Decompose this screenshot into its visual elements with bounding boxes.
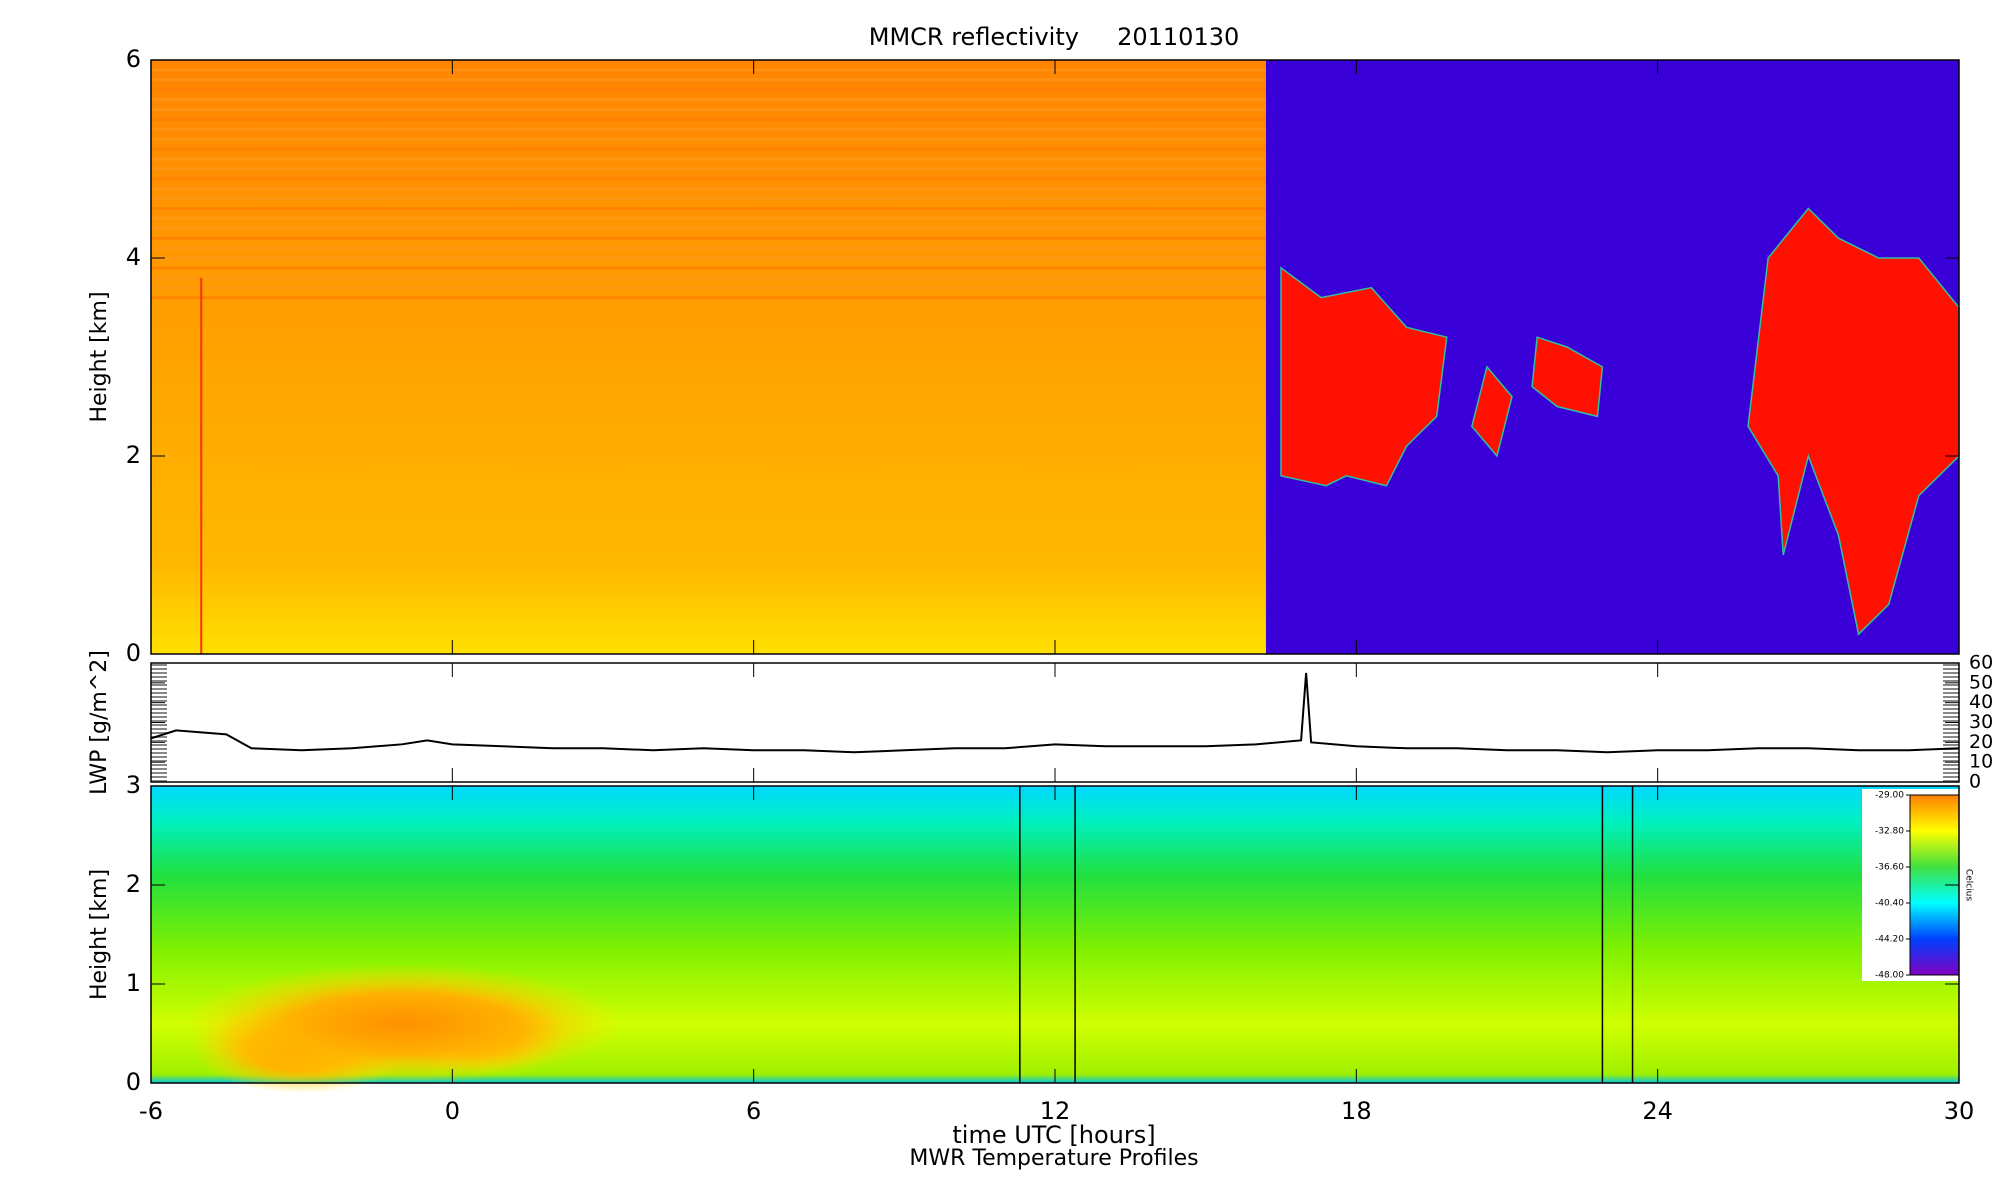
y-tick-label: 20 bbox=[1969, 731, 1993, 753]
x-tick-label: 30 bbox=[1944, 1097, 1975, 1125]
x-tick-label: 12 bbox=[1040, 1097, 1071, 1125]
lwp-line bbox=[150, 672, 1960, 754]
colorbar-tick-label: -40.40 bbox=[1875, 899, 1904, 909]
colorbar-tick-label: -44.20 bbox=[1875, 935, 1904, 945]
x-tick-label: 0 bbox=[445, 1097, 460, 1125]
y-tick-label: 30 bbox=[1969, 711, 1993, 733]
chart-subtitle: MWR Temperature Profiles bbox=[909, 1146, 1198, 1171]
y-tick-label: 6 bbox=[126, 45, 141, 73]
cloud-echo bbox=[1531, 336, 1604, 418]
plot-frame bbox=[150, 662, 1960, 783]
colorbar-tick-label: -48.00 bbox=[1875, 971, 1904, 981]
warm-region bbox=[182, 963, 623, 1084]
y-tick-label: 0 bbox=[126, 1068, 141, 1096]
y-tick-label: 50 bbox=[1969, 671, 1993, 693]
cloud-echo bbox=[1471, 365, 1513, 458]
y-axis-label: Height [km] bbox=[87, 291, 112, 422]
colorbar-tick-label: -32.80 bbox=[1875, 827, 1904, 837]
y-tick-label: 60 bbox=[1969, 652, 1993, 674]
y-tick-label: 3 bbox=[126, 771, 141, 799]
y-tick-label: 2 bbox=[126, 441, 141, 469]
y-tick-label: 4 bbox=[126, 243, 141, 271]
cloud-echo bbox=[1280, 266, 1448, 487]
y-tick-label: 0 bbox=[126, 639, 141, 667]
y-tick-label: 2 bbox=[126, 870, 141, 898]
y-tick-label: 10 bbox=[1969, 751, 1993, 773]
y-axis-label: Height [km] bbox=[87, 869, 112, 1000]
colorbar-label: Celcius bbox=[1964, 869, 1974, 901]
y-tick-label: 0 bbox=[1969, 771, 1981, 793]
colorbar-tick-label: -29.00 bbox=[1875, 791, 1904, 801]
chart-title: MMCR reflectivity 20110130 bbox=[869, 23, 1240, 51]
cloud-echo bbox=[1747, 207, 1960, 636]
y-tick-label: 1 bbox=[126, 969, 141, 997]
x-axis-label: time UTC [hours] bbox=[952, 1121, 1155, 1149]
x-tick-label: 18 bbox=[1341, 1097, 1372, 1125]
x-tick-label: 24 bbox=[1642, 1097, 1673, 1125]
x-tick-label: 6 bbox=[746, 1097, 761, 1125]
x-tick-label: -6 bbox=[139, 1097, 163, 1125]
y-tick-label: 40 bbox=[1969, 691, 1993, 713]
colorbar-tick-label: -36.60 bbox=[1875, 863, 1904, 873]
y-axis-label: LWP [g/m^2] bbox=[87, 650, 112, 795]
